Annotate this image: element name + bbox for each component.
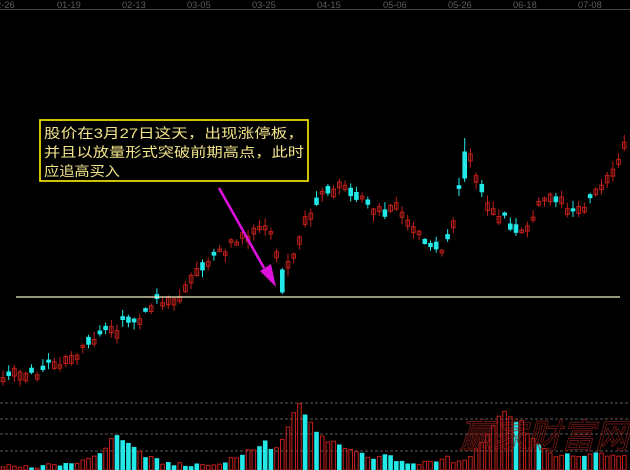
svg-text:06-18: 06-18 — [513, 0, 537, 10]
svg-text:07-08: 07-08 — [578, 0, 602, 10]
svg-text:03-25: 03-25 — [252, 0, 276, 10]
svg-text:03-05: 03-05 — [187, 0, 211, 10]
svg-text:01-19: 01-19 — [57, 0, 81, 10]
svg-text:应追高买入: 应追高买入 — [44, 163, 121, 179]
svg-text:05-06: 05-06 — [383, 0, 407, 10]
svg-text:02-13: 02-13 — [122, 0, 146, 10]
svg-text:2-26: 2-26 — [0, 0, 15, 10]
svg-text:赢家财富网: 赢家财富网 — [459, 418, 630, 456]
svg-text:04-15: 04-15 — [317, 0, 341, 10]
svg-text:并且以放量形式突破前期高点，此时: 并且以放量形式突破前期高点，此时 — [44, 144, 304, 160]
svg-text:05-26: 05-26 — [448, 0, 472, 10]
svg-text:股价在3月27日这天，出现涨停板，: 股价在3月27日这天，出现涨停板， — [44, 125, 304, 141]
